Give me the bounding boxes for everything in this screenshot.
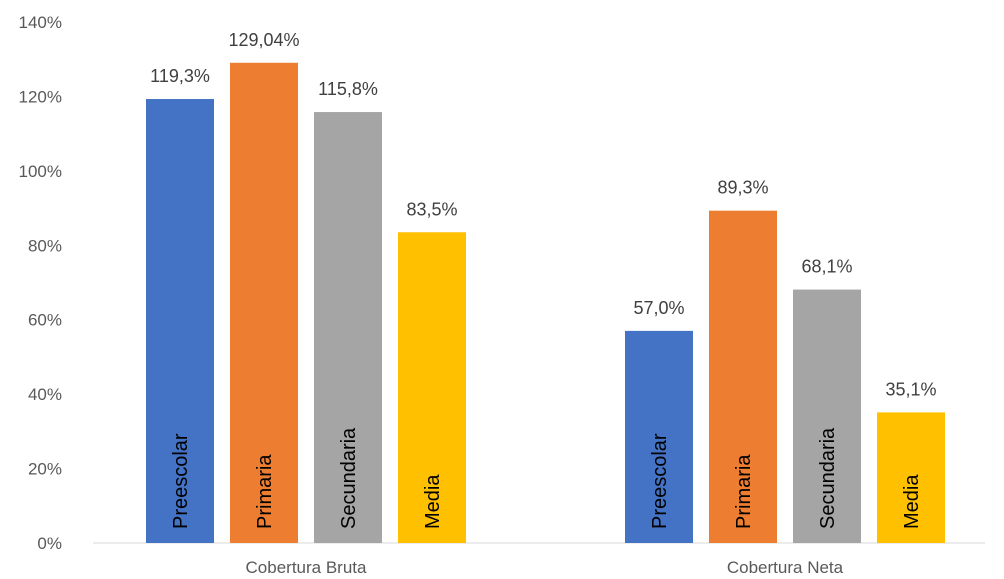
bar-series-label: Primaria xyxy=(733,454,755,529)
bar xyxy=(709,210,777,543)
y-tick-label: 120% xyxy=(19,87,62,106)
bar-series-label: Secundaria xyxy=(817,427,839,529)
bar xyxy=(146,99,214,543)
data-label: 119,3% xyxy=(150,66,210,86)
y-tick-label: 20% xyxy=(28,460,62,479)
data-label: 68,1% xyxy=(801,257,852,277)
data-label: 115,8% xyxy=(318,79,378,99)
bar-series-label: Media xyxy=(901,474,923,529)
y-tick-label: 140% xyxy=(19,13,62,32)
bars: 119,3% Preescolar 129,04% Primaria 115,8% Sec… xyxy=(146,30,945,544)
bar-series-label: Preescolar xyxy=(170,433,192,529)
data-label: 129,04% xyxy=(228,30,299,50)
bar xyxy=(398,232,466,543)
bar-series-label: Preescolar xyxy=(649,433,671,529)
bar xyxy=(230,62,298,543)
y-tick-label: 60% xyxy=(28,311,62,330)
bar-series-label: Media xyxy=(422,474,444,529)
category-labels: Cobertura Bruta Cobertura Neta xyxy=(246,558,844,577)
x-category-label: Cobertura Bruta xyxy=(246,558,367,577)
x-category-label: Cobertura Neta xyxy=(727,558,844,577)
bar xyxy=(625,330,693,543)
y-tick-label: 40% xyxy=(28,385,62,404)
bar xyxy=(877,412,945,543)
bar-series-label: Secundaria xyxy=(338,427,360,529)
y-tick-label: 100% xyxy=(19,162,62,181)
y-tick-label: 80% xyxy=(28,236,62,255)
y-axis-ticks: 0% 20% 40% 60% 80% 100% 120% 140% xyxy=(19,13,62,553)
bar-series-label: Primaria xyxy=(254,454,276,529)
bar xyxy=(793,289,861,543)
data-label: 57,0% xyxy=(633,298,684,318)
data-label: 89,3% xyxy=(717,178,768,198)
data-label: 83,5% xyxy=(406,199,457,219)
y-tick-label: 0% xyxy=(37,534,62,553)
bar xyxy=(314,112,382,544)
data-label: 35,1% xyxy=(885,379,936,399)
